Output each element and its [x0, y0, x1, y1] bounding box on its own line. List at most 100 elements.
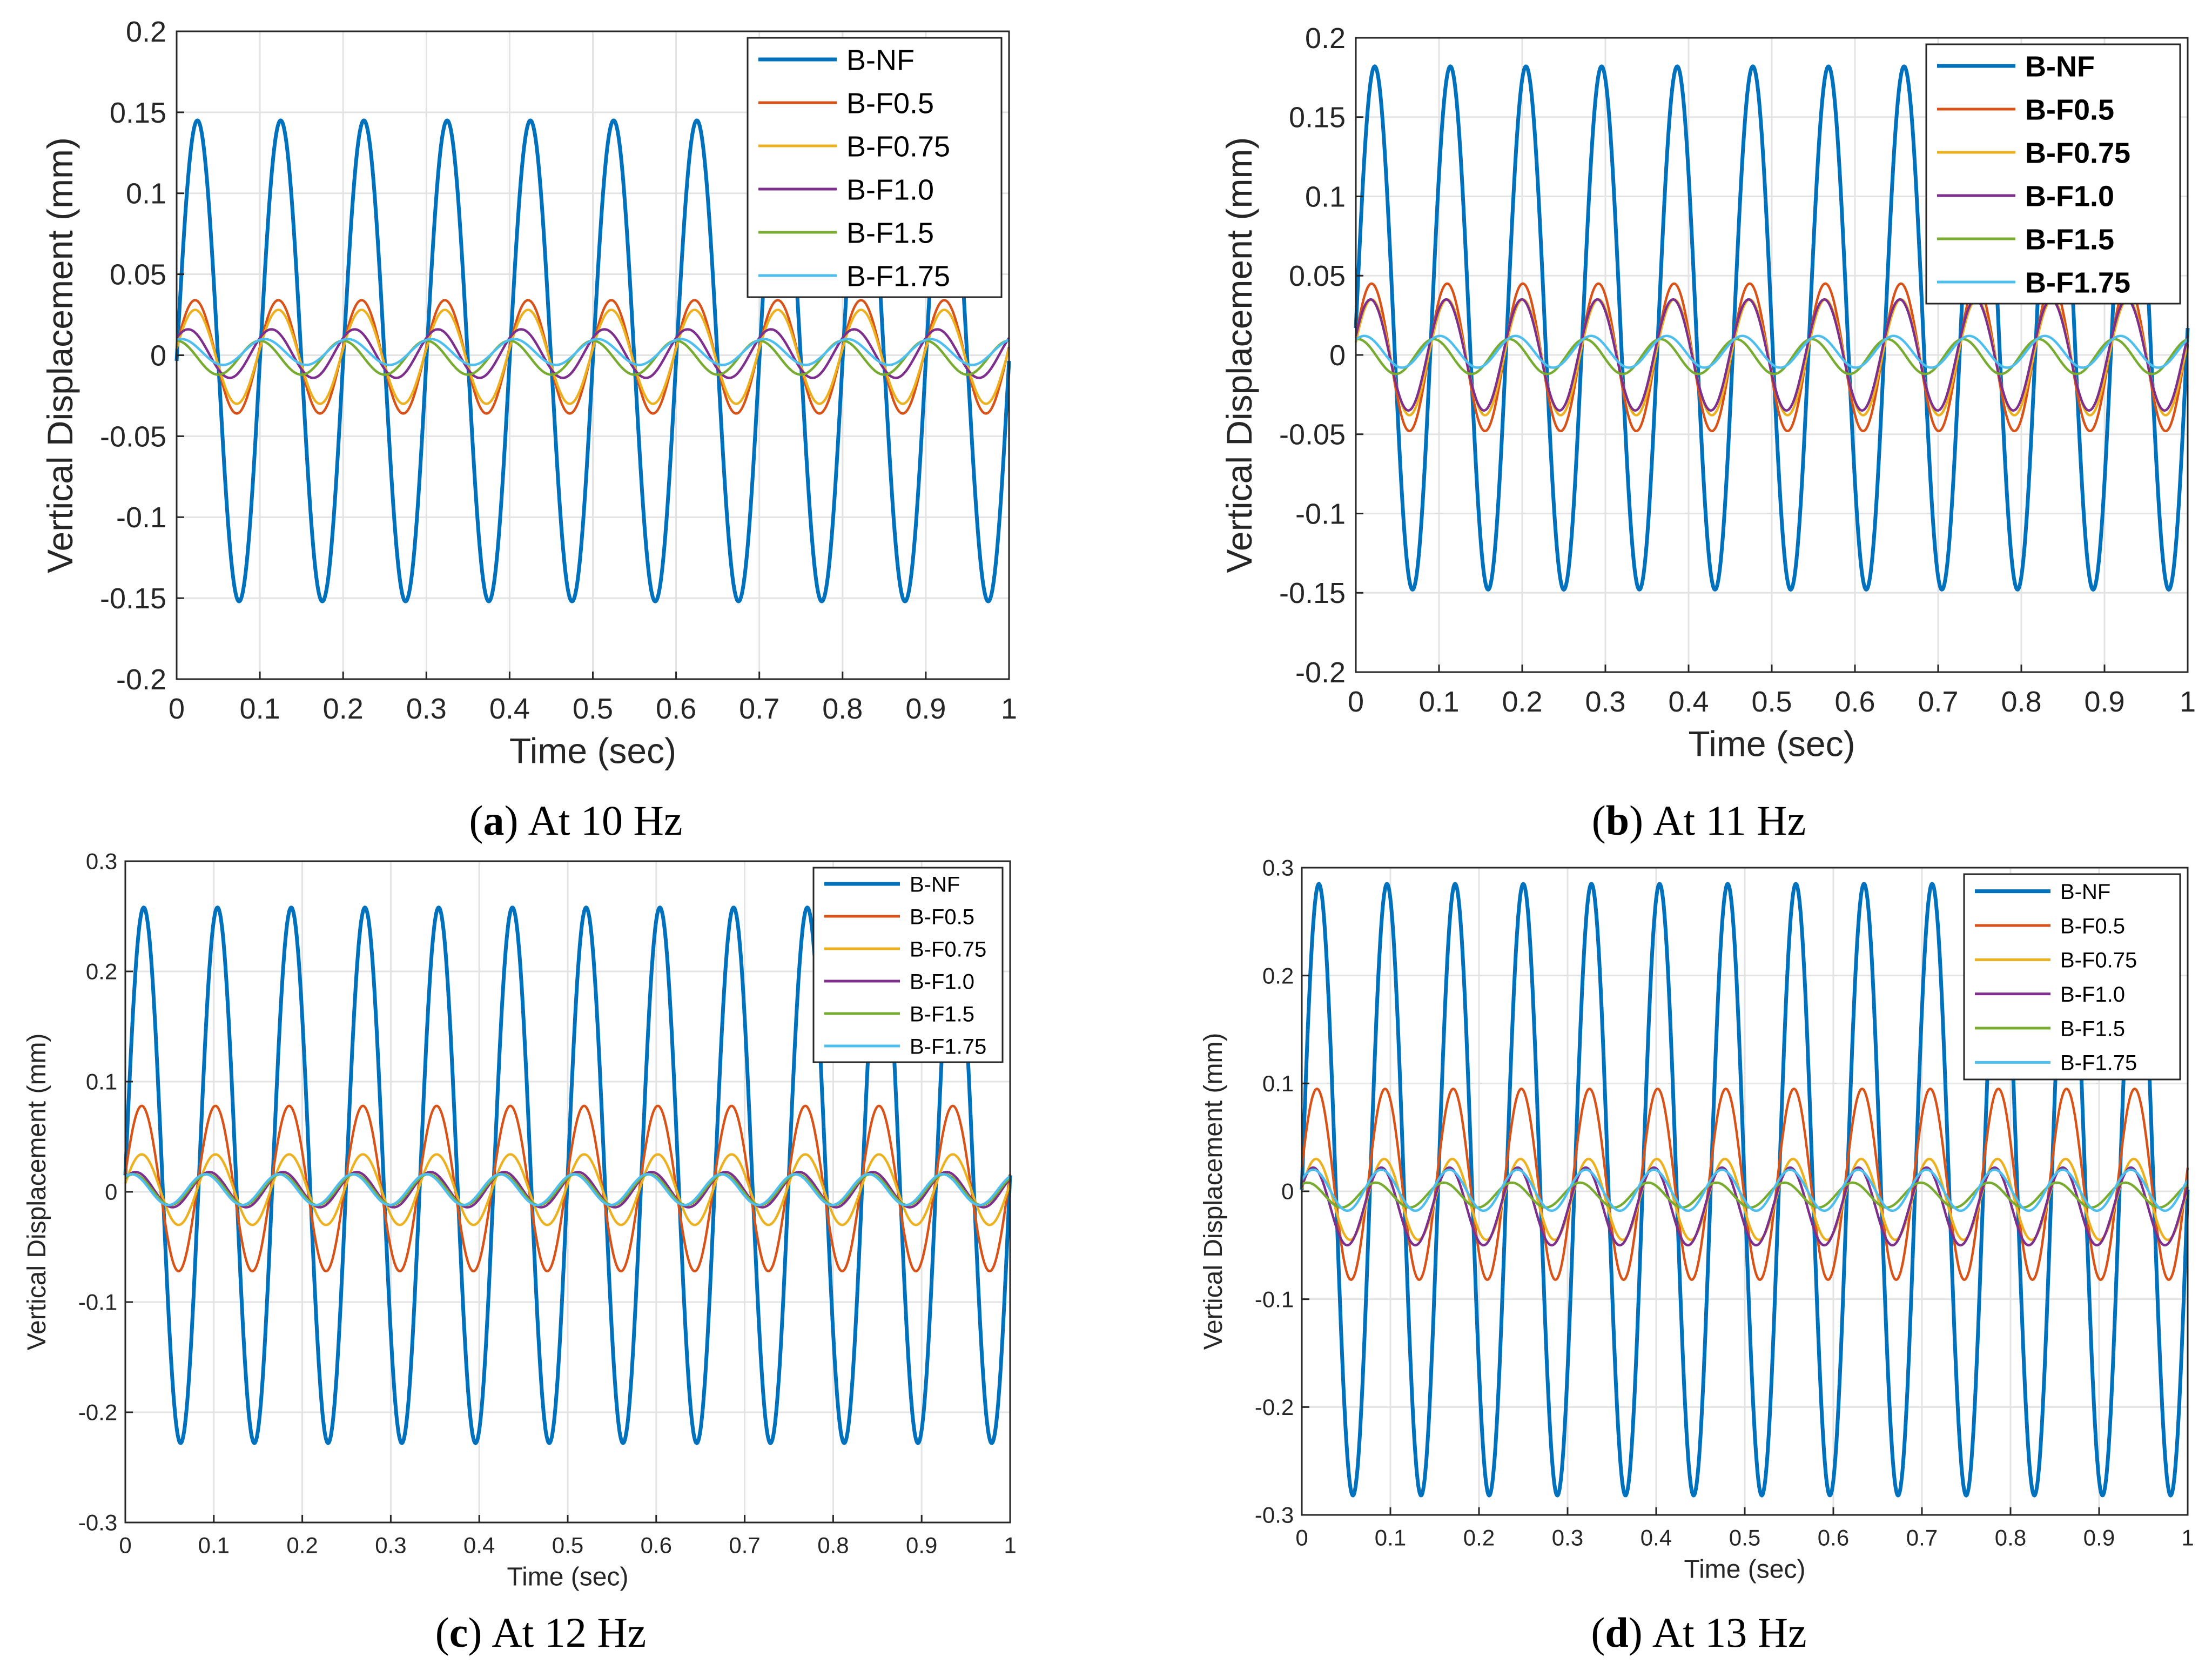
- caption-paren-open: (: [435, 1609, 449, 1656]
- x-axis-title: Time (sec): [1688, 723, 1855, 763]
- legend-label: B-F0.75: [846, 130, 950, 163]
- series-line-b-f0-75: [124, 1153, 1012, 1226]
- caption-text: At 12 Hz: [492, 1609, 646, 1656]
- caption-letter: d: [1605, 1609, 1628, 1656]
- caption-paren-open: (: [1592, 797, 1606, 844]
- x-tick-label: 0.8: [2001, 686, 2041, 718]
- x-tick-label: 1: [2181, 1525, 2194, 1551]
- y-tick-label: -0.05: [100, 420, 166, 453]
- legend-box: [747, 37, 1003, 298]
- y-tick-label: 0.15: [110, 97, 166, 129]
- x-tick-label: 0: [119, 1533, 131, 1558]
- x-tick-label: 0.3: [1585, 686, 1625, 718]
- x-tick-label: 0.2: [1502, 686, 1542, 718]
- y-axis: -0.3 -0.2 -0.1 0 0.1 0.2 0.3: [1255, 855, 1309, 1528]
- legend: B-NF B-F0.5 B-F0.75 B-F1.0 B-F1.5 B-F1.75: [1963, 873, 2181, 1081]
- caption-text: At 13 Hz: [1652, 1609, 1807, 1656]
- x-tick-label: 0.9: [2083, 1525, 2115, 1551]
- y-tick-label: -0.3: [1255, 1502, 1294, 1528]
- caption-paren-open: (: [1591, 1609, 1605, 1656]
- x-tick-label: 0.6: [656, 693, 696, 725]
- legend: B-NF B-F0.5 B-F0.75 B-F1.0 B-F1.5 B-F1.75: [1925, 43, 2181, 305]
- legend-box: [1963, 873, 2181, 1081]
- x-axis: 0 0.1 0.2 0.3 0.4 0.5 0.6 0.7 0.8 0.9 1: [169, 672, 1017, 725]
- series-line-b-f1-0: [1300, 1166, 2189, 1247]
- x-tick-label: 0.4: [1640, 1525, 1672, 1551]
- y-tick-label: 0.3: [1262, 855, 1294, 881]
- y-tick-label: -0.05: [1279, 419, 1346, 451]
- y-tick-label: -0.15: [100, 582, 166, 615]
- y-tick-label: -0.1: [1255, 1286, 1294, 1312]
- caption-letter: b: [1606, 797, 1629, 844]
- x-tick-label: 0.2: [323, 693, 364, 725]
- legend-label: B-F0.5: [846, 87, 934, 119]
- x-tick-label: 1: [1001, 693, 1017, 725]
- y-tick-label: -0.2: [1295, 656, 1346, 689]
- legend-label: B-F1.0: [2025, 180, 2114, 212]
- y-tick-label: 0.2: [1262, 963, 1294, 988]
- series-line-b-f1-75: [1355, 334, 2189, 369]
- y-tick-label: 0.1: [126, 178, 166, 210]
- legend-label: B-F1.0: [846, 173, 934, 206]
- legend-label: B-F1.5: [910, 1002, 974, 1026]
- x-tick-label: 0.7: [729, 1533, 760, 1558]
- x-axis-title: Time (sec): [507, 1563, 629, 1592]
- x-tick-label: 0.8: [817, 1533, 849, 1558]
- y-tick-label: 0.3: [86, 849, 117, 874]
- y-tick-label: 0.1: [1262, 1071, 1294, 1096]
- legend-box: [1925, 43, 2181, 305]
- caption-paren-close: ): [505, 797, 519, 844]
- x-tick-label: 0.9: [905, 693, 946, 725]
- panel-caption: (c) At 12 Hz: [435, 1609, 647, 1656]
- panel-caption: (a) At 10 Hz: [469, 797, 683, 844]
- x-tick-label: 0.8: [1995, 1525, 2026, 1551]
- legend-label: B-F1.75: [910, 1035, 986, 1058]
- legend-label: B-NF: [2060, 880, 2110, 904]
- chart-panel-a: 0 0.1 0.2 0.3 0.4 0.5 0.6 0.7 0.8 0.9 1-0.2-0.15-0…: [40, 16, 1017, 844]
- y-axis-title: Vertical Displacement (mm): [23, 1034, 51, 1351]
- x-tick-label: 1: [1004, 1533, 1016, 1558]
- legend-label: B-F1.5: [2025, 223, 2114, 256]
- y-tick-label: 0: [150, 339, 166, 372]
- x-axis: 0 0.1 0.2 0.3 0.4 0.5 0.6 0.7 0.8 0.9 1: [1295, 1507, 2194, 1551]
- series-line-b-f1-5: [124, 1173, 1011, 1206]
- caption-paren-open: (: [469, 797, 483, 844]
- x-tick-label: 0.1: [1418, 686, 1459, 718]
- x-tick-label: 0.1: [198, 1533, 230, 1558]
- x-tick-label: 0.1: [1375, 1525, 1406, 1551]
- y-axis-title: Vertical Displacement (mm): [40, 137, 80, 573]
- x-tick-label: 0.2: [286, 1533, 318, 1558]
- y-tick-label: 0.05: [1289, 260, 1346, 292]
- series-group: [1300, 882, 2190, 1498]
- chart-panel-d: 0 0.1 0.2 0.3 0.4 0.5 0.6 0.7 0.8 0.9 1-0.3-0.2-0.…: [1199, 855, 2194, 1656]
- y-tick-label: 0: [105, 1179, 117, 1205]
- legend-label: B-F1.75: [846, 260, 950, 292]
- legend-label: B-NF: [846, 44, 915, 76]
- legend-label: B-NF: [910, 873, 960, 896]
- legend-label: B-F0.5: [2025, 93, 2114, 126]
- x-tick-label: 0.7: [1906, 1525, 1938, 1551]
- chart-panel-b: 0 0.1 0.2 0.3 0.4 0.5 0.6 0.7 0.8 0.9 1-0.2-0.15-0…: [1219, 22, 2196, 844]
- x-tick-label: 0.2: [1463, 1525, 1495, 1551]
- legend-label: B-F1.5: [846, 217, 934, 249]
- y-tick-label: -0.1: [116, 501, 166, 534]
- y-tick-label: 0.2: [1305, 22, 1346, 55]
- x-tick-label: 0.3: [406, 693, 447, 725]
- y-tick-label: 0.1: [1305, 180, 1346, 213]
- chart-panel-c: 0 0.1 0.2 0.3 0.4 0.5 0.6 0.7 0.8 0.9 1-0.3-0.2-0.…: [23, 849, 1017, 1656]
- x-axis-title: Time (sec): [509, 730, 676, 770]
- legend-label: B-F0.75: [910, 937, 986, 961]
- x-tick-label: 0: [1295, 1525, 1308, 1551]
- caption-text: At 11 Hz: [1653, 797, 1806, 844]
- x-tick-label: 0.6: [641, 1533, 672, 1558]
- series-line-b-f0-75: [175, 308, 1011, 405]
- x-tick-label: 0.9: [906, 1533, 937, 1558]
- y-tick-label: 0.2: [86, 959, 117, 984]
- series-line-b-f1-75: [1301, 1168, 2189, 1212]
- x-tick-label: 0.5: [1751, 686, 1792, 718]
- y-tick-label: 0.15: [1289, 102, 1346, 134]
- caption-paren-close: ): [1629, 1609, 1643, 1656]
- x-tick-label: 0: [1348, 686, 1364, 718]
- series-group: [123, 905, 1012, 1445]
- x-tick-label: 0.5: [573, 693, 613, 725]
